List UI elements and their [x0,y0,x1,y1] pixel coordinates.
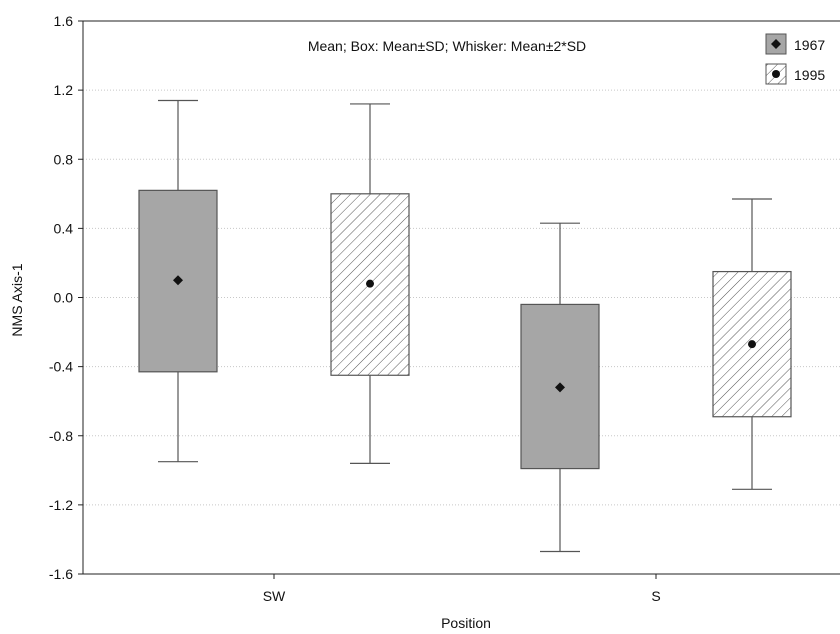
x-axis-ticks: SW S [263,574,661,604]
box-1967-S [520,222,600,553]
y-tick-label: -1.6 [49,566,73,582]
y-tick-label: 1.2 [54,82,74,98]
legend-item-1967: 1967 [765,33,825,55]
y-tick-label: 0.8 [54,151,74,167]
x-tick-label: S [651,588,660,604]
x-axis-label: Position [441,615,491,631]
y-tick-label: 1.6 [54,13,74,29]
box-1995-SW [330,103,410,464]
legend-item-1995: 1995 [765,63,825,85]
legend-marker [771,39,781,49]
y-tick-label: -0.4 [49,359,73,375]
mean-marker [173,275,183,286]
legend-marker [772,70,780,78]
legend-label: 1967 [794,37,825,53]
legend-label: 1995 [794,67,825,83]
y-tick-label: -1.2 [49,497,73,513]
mean-marker [555,382,565,393]
boxes [138,99,792,553]
mean-marker [366,279,374,288]
box-1995-S [712,198,792,490]
y-tick-label: 0.4 [54,220,74,236]
x-tick-label: SW [263,588,286,604]
y-tick-label: -0.8 [49,428,73,444]
y-axis-label: NMS Axis-1 [9,263,25,336]
mean-marker [748,340,756,349]
box-1967-SW [138,99,218,463]
y-axis-ticks: 1.6 1.2 0.8 0.4 0.0 -0.4 -0.8 -1.2 -1.6 [49,13,83,582]
y-tick-label: 0.0 [54,290,74,306]
chart-annotation: Mean; Box: Mean±SD; Whisker: Mean±2*SD [308,38,586,54]
legend: 1967 1995 [765,33,825,85]
